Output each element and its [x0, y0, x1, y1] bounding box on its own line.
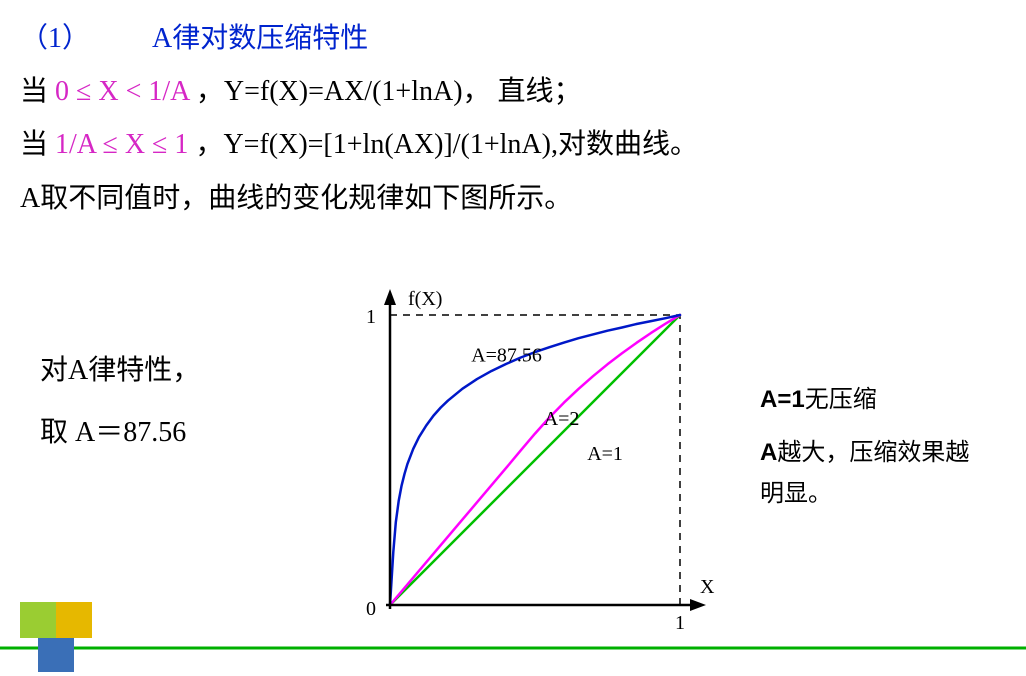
right-note-l1a: A=1: [760, 386, 805, 413]
x-axis-arrow: [690, 599, 706, 611]
right-note-l2b: 越大，压缩效果越明显。: [760, 439, 969, 507]
y-tick-1: 1: [366, 306, 376, 328]
right-note-l2a: A: [760, 439, 777, 466]
line4-text: A取不同值时，曲线的变化规律如下图所示。: [20, 183, 572, 214]
origin-label: 0: [366, 598, 376, 620]
right-note: A=1无压缩 A越大，压缩效果越明显。: [760, 380, 980, 514]
right-note-line2: A越大，压缩效果越明显。: [760, 433, 980, 515]
x-axis-label: X: [700, 576, 715, 598]
right-note-l1b: 无压缩: [805, 386, 877, 413]
curve-label-A=1: A=1: [587, 443, 623, 465]
left-note-l1: 对A律特性，: [40, 340, 200, 402]
x-tick-1: 1: [675, 612, 685, 634]
right-note-line1: A=1无压缩: [760, 380, 980, 421]
line3-condition: 1/A ≤ X ≤ 1: [55, 129, 195, 160]
line2-condition: 0 ≤ X < 1/A: [55, 76, 189, 107]
left-note-l2: 取 A＝87.56: [40, 402, 200, 464]
y-axis-label: f(X): [408, 288, 442, 310]
a-law-chart: A=1 A=2 A=87.56 1 1 0 f(X) X: [330, 285, 730, 645]
line2-rest: ，Y=f(X)=AX/(1+lnA)， 直线；: [196, 76, 582, 107]
line3-rest: ，Y=f(X)=[1+ln(AX)]/(1+lnA),对数曲线。: [195, 129, 698, 160]
y-axis-arrow: [384, 289, 396, 305]
left-note: 对A律特性， 取 A＝87.56: [40, 340, 200, 463]
line3-prefix: 当: [20, 129, 48, 160]
curve-label-A=87.56: A=87.56: [471, 344, 542, 366]
heading-number: （1）: [20, 23, 90, 54]
curve-label-A=2: A=2: [544, 408, 580, 430]
heading-title: A律对数压缩特性: [152, 23, 368, 54]
line2-prefix: 当: [20, 76, 48, 107]
